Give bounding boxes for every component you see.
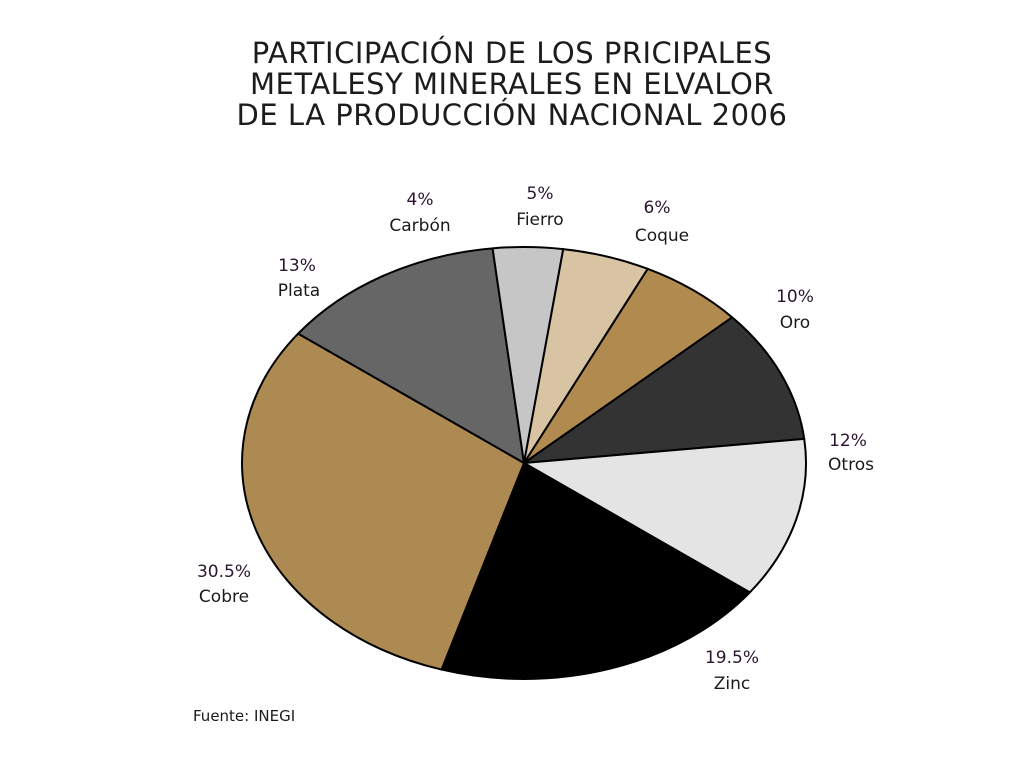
chart-title: PARTICIPACIÓN DE LOS PRICIPALES METALESY… — [0, 38, 1024, 131]
slice-percent-label: 19.5% — [705, 648, 759, 668]
slice-name-label: Plata — [278, 281, 320, 301]
slice-percent-label: 6% — [644, 198, 671, 218]
slice-name-label: Carbón — [389, 216, 450, 236]
slice-name-label: Coque — [635, 226, 689, 246]
pie-slice-plata — [297, 247, 525, 464]
pie-slice-fierro — [523, 248, 649, 464]
pie-slice-zinc — [440, 462, 751, 680]
chart-title-line-1: PARTICIPACIÓN DE LOS PRICIPALES — [251, 36, 773, 70]
slice-name-label: Fierro — [516, 210, 563, 230]
slice-percent-label: 30.5% — [197, 562, 251, 582]
slice-percent-label: 10% — [776, 287, 814, 307]
slice-percent-label: 4% — [407, 190, 434, 210]
slice-name-label: Oro — [780, 313, 810, 333]
pie-labels: 6% Coque 10% Oro 12% Otros 19.5% Zinc 30.5% Cobre… — [197, 184, 874, 694]
chart-title-line-3: DE LA PRODUCCIÓN NACIONAL 2006 — [236, 98, 788, 132]
pie-slice-oro — [523, 316, 806, 464]
pie-slice-otros — [523, 437, 807, 594]
slice-percent-label: 5% — [527, 184, 554, 204]
pie-slice-cobre — [240, 332, 525, 671]
slice-percent-label: 13% — [278, 256, 316, 276]
slice-percent-label: 12% — [829, 431, 867, 451]
chart-title-line-2: METALESY MINERALES EN ELVALOR — [250, 67, 774, 101]
source-note: Fuente: INEGI — [193, 707, 296, 725]
slice-name-label: Cobre — [199, 587, 249, 607]
pie-slices — [240, 246, 807, 680]
slice-name-label: Otros — [828, 455, 874, 475]
slice-name-label: Zinc — [714, 674, 751, 694]
